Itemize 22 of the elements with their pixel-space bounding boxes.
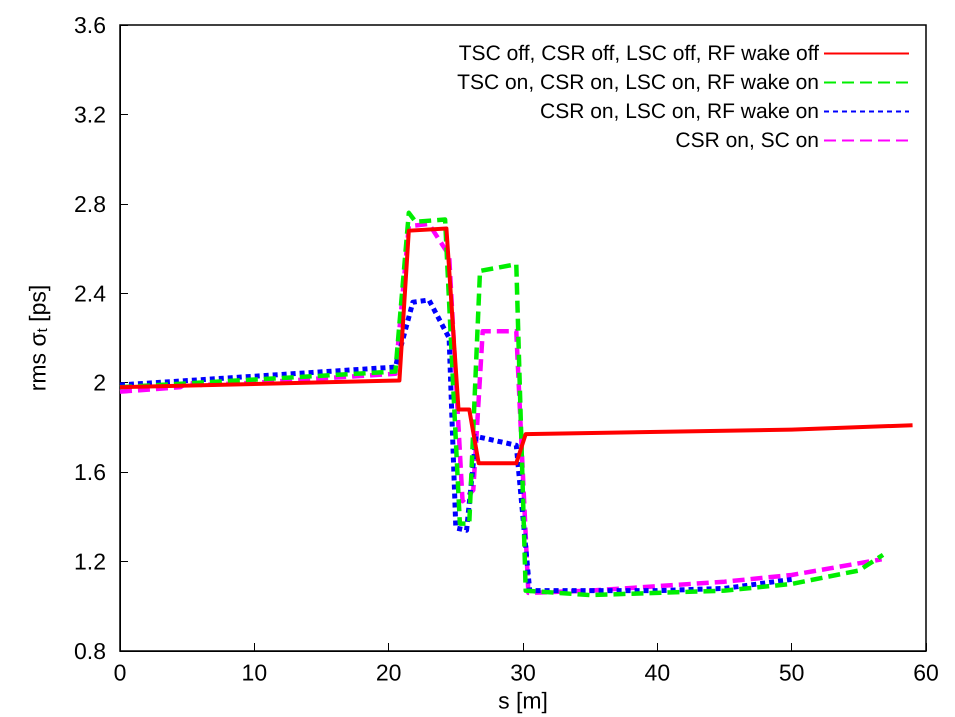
x-axis-title: s [m]	[498, 688, 548, 714]
y-tick-label: 1.2	[74, 548, 106, 575]
x-tick-label: 60	[913, 660, 939, 686]
y-tick-label: 3.6	[74, 12, 106, 38]
legend-label: TSC on, CSR on, LSC on, RF wake on	[457, 71, 819, 94]
y-tick-label: 2	[93, 370, 106, 396]
x-tick-label: 10	[242, 660, 268, 686]
legend-label: CSR on, LSC on, RF wake on	[540, 100, 819, 123]
y-tick-label: 3.2	[74, 101, 106, 128]
y-tick-label: 2.8	[74, 190, 106, 217]
y-tick-label: 2.4	[74, 280, 106, 306]
x-tick-label: 30	[510, 660, 536, 686]
x-tick-label: 0	[114, 660, 126, 686]
y-tick-label: 1.6	[74, 459, 106, 486]
legend-label: CSR on, SC on	[675, 129, 819, 152]
x-tick-label: 20	[376, 660, 402, 686]
x-tick-label: 50	[778, 660, 804, 686]
legend-label: TSC off, CSR off, LSC off, RF wake off	[458, 42, 820, 65]
y-tick-label: 0.8	[74, 638, 106, 664]
line-series	[118, 226, 915, 466]
y-axis-title: rms σt [ps]	[24, 284, 51, 392]
x-tick-label: 40	[644, 660, 670, 686]
